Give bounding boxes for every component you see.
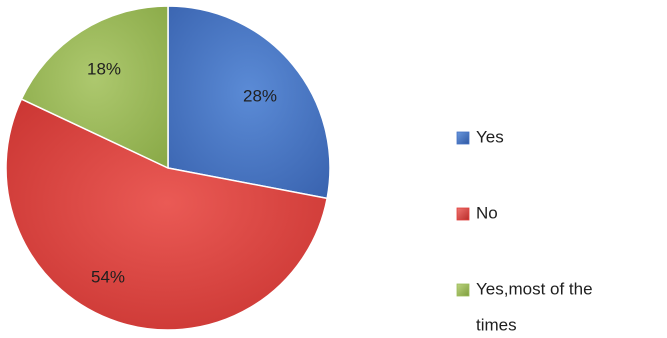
data-label-no: 54% xyxy=(91,267,125,286)
legend-swatch-yes xyxy=(456,131,470,145)
legend-label-no: No xyxy=(476,203,498,222)
legend-swatch-no xyxy=(456,207,470,221)
legend-swatch-yes-most-of-the-times xyxy=(456,283,470,297)
legend-item-yes: Yes xyxy=(456,127,504,146)
legend-label-yes: Yes xyxy=(476,127,504,146)
pie-slice-no xyxy=(5,98,328,331)
pie-slices xyxy=(5,5,331,331)
legend-item-yes-most-of-the-times: Yes,most of the times xyxy=(456,279,593,334)
legend-label-yes-most-of-the-times-line-2: times xyxy=(476,315,517,334)
legend: Yes No Yes,most of the times xyxy=(456,127,593,334)
legend-label-yes-most-of-the-times: Yes,most of the xyxy=(476,279,593,298)
data-label-yes: 28% xyxy=(243,86,277,105)
pie-slice-yes xyxy=(167,5,331,200)
legend-item-no: No xyxy=(456,203,498,222)
data-label-yes-most-of-the-times: 18% xyxy=(87,59,121,78)
pie-slice-yes-most-of-the-times xyxy=(20,5,169,169)
pie-data-labels: 28% 54% 18% xyxy=(87,59,277,286)
